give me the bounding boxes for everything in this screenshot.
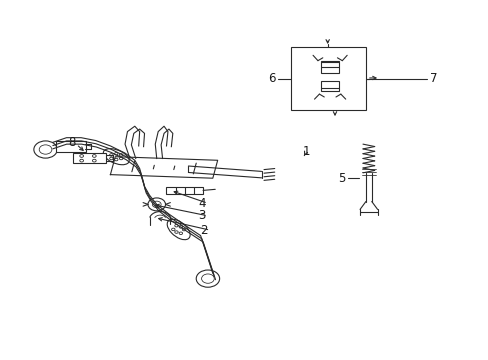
Text: 8: 8 — [68, 136, 76, 149]
Bar — [290, 47, 366, 110]
Bar — [73, 153, 106, 163]
Ellipse shape — [103, 149, 129, 165]
Text: 6: 6 — [267, 72, 275, 85]
Text: 4: 4 — [198, 197, 205, 210]
Text: 7: 7 — [429, 72, 436, 85]
Text: 3: 3 — [198, 210, 205, 222]
Ellipse shape — [167, 219, 190, 240]
Bar — [321, 81, 338, 91]
Text: 2: 2 — [200, 224, 208, 237]
FancyBboxPatch shape — [56, 141, 85, 152]
Bar — [321, 61, 338, 73]
Text: 1: 1 — [303, 145, 310, 158]
Bar — [166, 187, 203, 194]
Text: 5: 5 — [338, 172, 346, 185]
